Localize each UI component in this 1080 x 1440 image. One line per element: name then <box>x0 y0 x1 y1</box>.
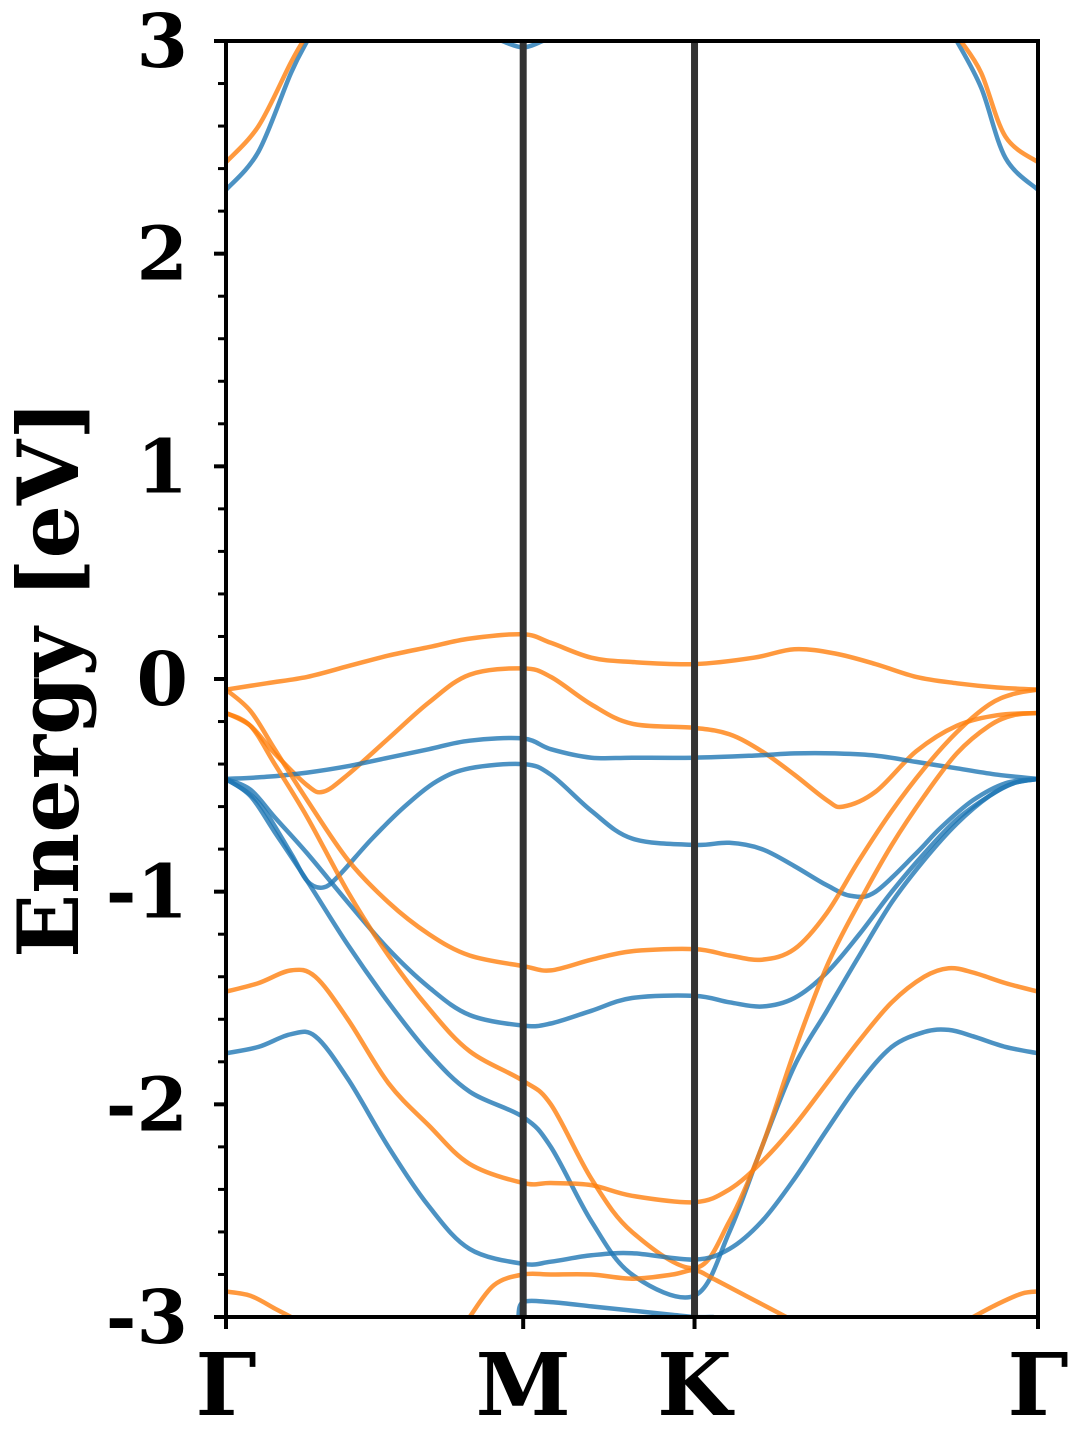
y-tick-label: -2 <box>106 1062 188 1148</box>
band-line-3 <box>958 41 1038 165</box>
band-line-2 <box>226 41 306 165</box>
band-line-7 <box>226 735 1038 782</box>
y-tick-label: -1 <box>106 850 188 936</box>
band-lines <box>226 41 1038 1317</box>
y-axis-ticks: -3 -2 -1 0 1 2 3 <box>106 0 226 1361</box>
band-line-1 <box>954 41 1038 193</box>
x-tick-label: K <box>657 1335 735 1436</box>
band-line-14 <box>226 1027 1038 1267</box>
band-line-5 <box>226 631 1038 692</box>
band-line-12 <box>226 687 1038 973</box>
y-axis-title: Energy [eV] <box>0 400 98 958</box>
y-tick-label: 1 <box>137 424 189 510</box>
y-tick-label: -3 <box>106 1275 188 1361</box>
high-symmetry-lines <box>519 41 699 1317</box>
x-tick-label: Γ <box>195 1335 256 1436</box>
y-tick-label: 2 <box>137 212 189 298</box>
x-tick-label: Γ <box>1007 1335 1068 1436</box>
band-line-18 <box>516 1298 716 1317</box>
band-line-11 <box>226 710 1038 1271</box>
band-line-15 <box>226 1289 294 1317</box>
x-tick-label: M <box>476 1335 571 1436</box>
y-tick-label: 3 <box>137 0 189 85</box>
band-line-0 <box>226 41 310 193</box>
y-tick-label: 0 <box>137 637 189 723</box>
band-line-16 <box>970 1289 1038 1317</box>
band-line-8 <box>226 761 1038 900</box>
band-line-6 <box>226 666 1038 810</box>
band-line-13 <box>226 965 1038 1205</box>
band-line-9 <box>226 776 1038 1300</box>
band-line-10 <box>226 776 1038 1029</box>
